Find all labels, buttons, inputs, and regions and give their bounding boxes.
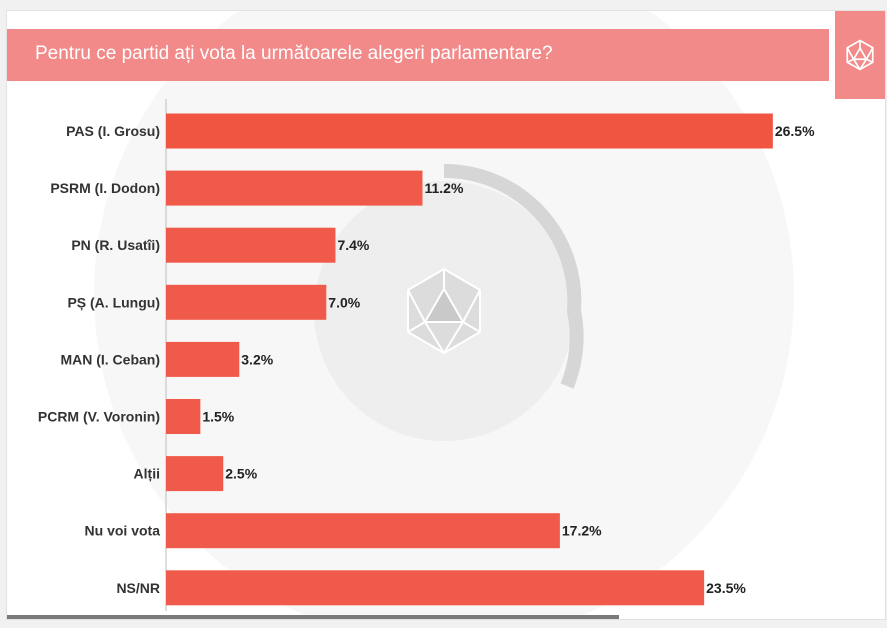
category-label: PSRM (I. Dodon) xyxy=(50,180,160,196)
horizontal-scrollbar[interactable] xyxy=(7,615,619,619)
data-label: 11.2% xyxy=(424,180,463,196)
bar[interactable] xyxy=(166,284,327,320)
chart-header: Pentru ce partid ați vota la următoarele… xyxy=(7,29,829,81)
data-label: 26.5% xyxy=(775,123,815,139)
bar[interactable] xyxy=(166,570,705,606)
bar[interactable] xyxy=(166,113,773,149)
bar[interactable] xyxy=(166,399,201,434)
category-label: MAN (I. Ceban) xyxy=(60,351,160,367)
data-label: 2.5% xyxy=(225,466,257,482)
category-label: PN (R. Usatîi) xyxy=(71,237,160,253)
category-label: Nu voi vota xyxy=(85,523,161,539)
data-label: 1.5% xyxy=(202,409,234,425)
bar-chart: PAS (I. Grosu) 26.5% PSRM (I. Dodon) 11.2% P… xyxy=(38,99,815,611)
bar[interactable] xyxy=(166,170,423,206)
data-label: 7.0% xyxy=(328,294,360,310)
data-label: 23.5% xyxy=(706,580,746,596)
bar[interactable] xyxy=(166,513,560,549)
category-label: Alții xyxy=(134,466,160,482)
logo[interactable] xyxy=(835,11,885,99)
category-label: PȘ (A. Lungu) xyxy=(67,294,160,310)
bar[interactable] xyxy=(166,227,336,263)
data-label: 3.2% xyxy=(241,351,273,367)
bar[interactable] xyxy=(166,456,224,492)
category-label: NS/NR xyxy=(116,580,160,596)
category-label: PAS (I. Grosu) xyxy=(66,123,160,139)
chart-card: Pentru ce partid ați vota la următoarele… xyxy=(6,10,886,620)
data-label: 7.4% xyxy=(337,237,369,253)
bar[interactable] xyxy=(166,341,240,377)
d20-dice-icon xyxy=(846,39,874,71)
data-label: 17.2% xyxy=(562,523,602,539)
category-label: PCRM (V. Voronin) xyxy=(38,409,160,425)
chart-title: Pentru ce partid ați vota la următoarele… xyxy=(35,43,553,64)
